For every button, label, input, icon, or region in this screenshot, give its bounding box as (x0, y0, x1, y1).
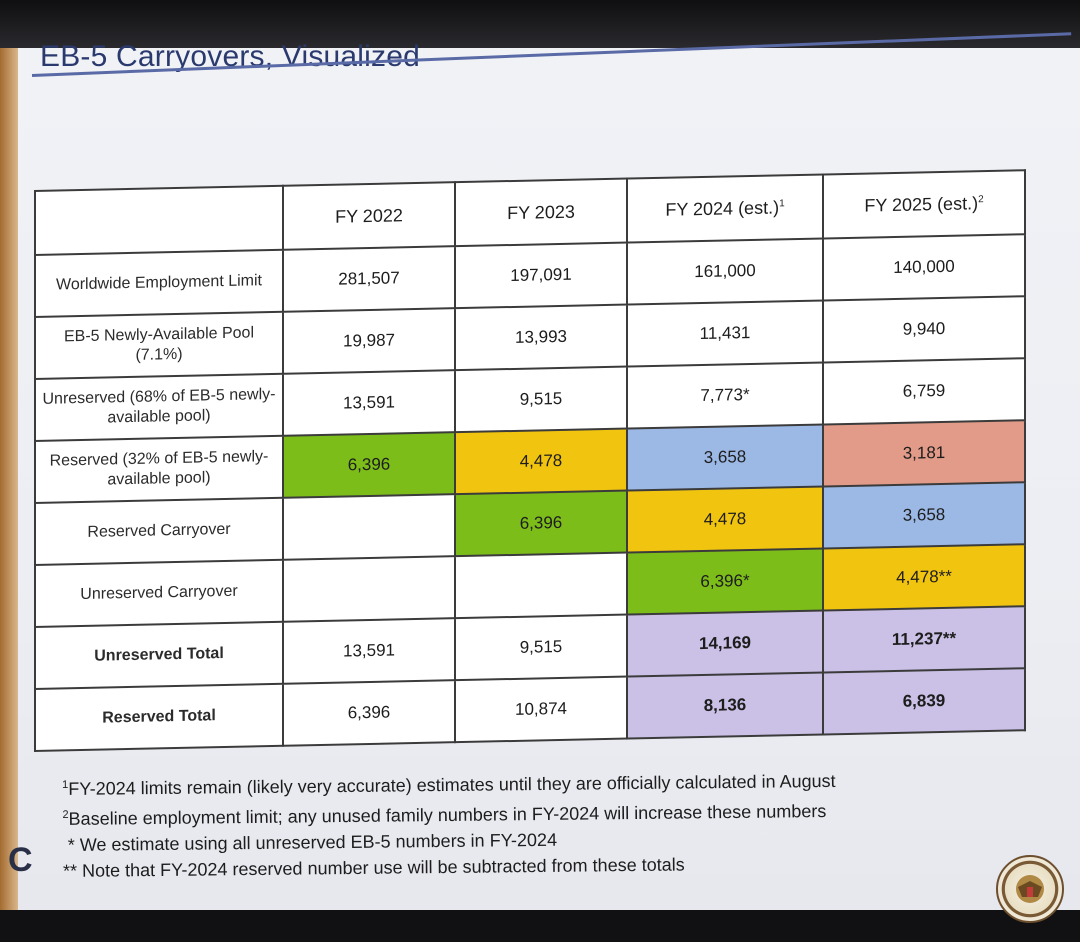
table-cell: 6,396 (455, 490, 627, 557)
table-cell: 10,874 (455, 676, 627, 743)
table-cell: 6,839 (823, 668, 1025, 735)
table-cell: 6,396 (283, 432, 455, 498)
table-cell (455, 552, 627, 619)
footnotes: 1FY-2024 limits remain (likely very accu… (62, 763, 963, 884)
table-cell: 4,478** (823, 544, 1025, 611)
table-cell: 9,940 (823, 296, 1025, 363)
table-cell: 6,759 (823, 358, 1025, 425)
table-cell: 13,591 (283, 370, 455, 436)
table-cell (283, 556, 455, 622)
row-label: Unreserved Carryover (35, 559, 283, 627)
header-fy2024: FY 2024 (est.)1 (627, 174, 823, 243)
table-cell: 13,993 (455, 304, 627, 371)
left-strip (0, 48, 18, 910)
table-cell: 161,000 (627, 238, 823, 305)
row-label: Reserved Carryover (35, 497, 283, 565)
table-cell: 3,658 (627, 424, 823, 491)
table-cell: 19,987 (283, 308, 455, 374)
row-label: Reserved (32% of EB-5 newly-available po… (35, 435, 283, 503)
table-cell: 11,431 (627, 300, 823, 367)
table-cell: 6,396 (283, 680, 455, 746)
carryover-table: FY 2022 FY 2023 FY 2024 (est.)1 FY 2025 … (34, 169, 1026, 752)
table-cell: 3,658 (823, 482, 1025, 549)
bottom-edge (0, 910, 1080, 942)
header-fy2023: FY 2023 (455, 178, 627, 247)
company-logo-icon: C (8, 841, 33, 879)
table-cell: 140,000 (823, 234, 1025, 301)
table-cell: 8,136 (627, 672, 823, 739)
government-seal-icon (996, 855, 1064, 923)
row-label: Unreserved (68% of EB-5 newly-available … (35, 373, 283, 441)
table-cell: 9,515 (455, 366, 627, 433)
table-cell: 6,396* (627, 548, 823, 615)
table-cell (283, 494, 455, 560)
table-cell: 197,091 (455, 242, 627, 309)
table-cell: 3,181 (823, 420, 1025, 487)
row-label: Unreserved Total (35, 621, 283, 689)
table-cell: 11,237** (823, 606, 1025, 673)
table-cell: 13,591 (283, 618, 455, 684)
header-empty (35, 185, 283, 255)
table-cell: 4,478 (455, 428, 627, 495)
header-fy2025: FY 2025 (est.)2 (823, 170, 1025, 239)
row-label: Reserved Total (35, 683, 283, 751)
row-label: Worldwide Employment Limit (35, 249, 283, 317)
table-cell: 9,515 (455, 614, 627, 681)
header-fy2022: FY 2022 (283, 182, 455, 250)
table-cell: 7,773* (627, 362, 823, 429)
table-cell: 14,169 (627, 610, 823, 677)
row-label: EB-5 Newly-Available Pool (7.1%) (35, 311, 283, 379)
table-cell: 281,507 (283, 246, 455, 312)
table-cell: 4,478 (627, 486, 823, 553)
